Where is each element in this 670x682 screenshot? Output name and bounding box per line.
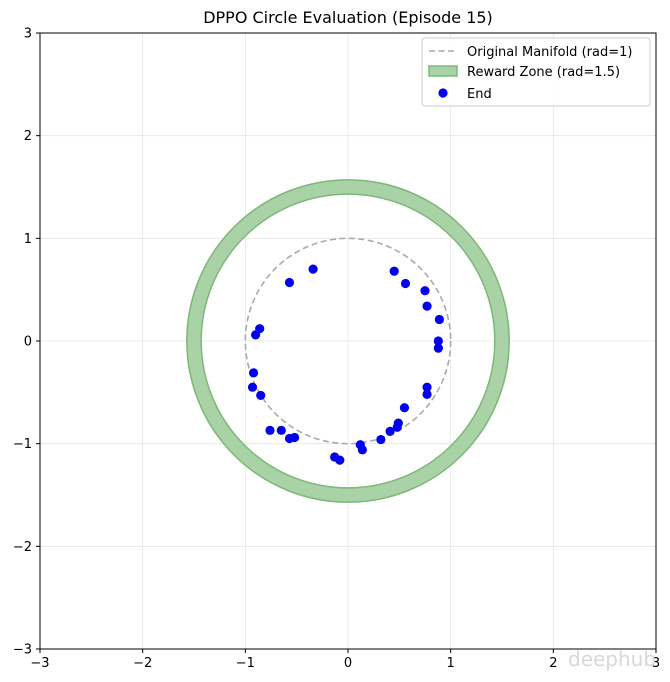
legend-label-end: End xyxy=(467,87,492,102)
scatter-point xyxy=(308,264,318,274)
x-tick-label: 0 xyxy=(344,656,352,671)
y-tick-label: −3 xyxy=(13,643,32,658)
scatter-point xyxy=(284,433,295,444)
manifold-circle-line xyxy=(244,237,452,445)
legend-end-swatch xyxy=(438,88,448,98)
reward-zone xyxy=(186,179,510,503)
scatter-point xyxy=(265,425,275,435)
scatter-point xyxy=(335,455,345,465)
scatter-point xyxy=(392,422,402,432)
scatter-point xyxy=(247,382,258,392)
scatter-point xyxy=(422,301,432,311)
legend: Original Manifold (rad=1) Reward Zone (ra… xyxy=(421,37,651,107)
legend-label-manifold: Original Manifold (rad=1) xyxy=(467,45,632,60)
y-axis: −3 −2 −1 0 1 2 3 xyxy=(13,27,40,658)
scatter-point xyxy=(248,368,259,378)
legend-label-zone: Reward Zone (rad=1.5) xyxy=(467,65,620,80)
x-tick-label: −1 xyxy=(236,656,255,671)
y-tick-label: 1 xyxy=(24,232,32,247)
scatter-point xyxy=(420,286,430,296)
x-tick-label: 2 xyxy=(549,656,557,671)
y-tick-label: 2 xyxy=(24,129,32,144)
scatter-point xyxy=(284,277,295,288)
scatter-point xyxy=(255,324,265,334)
x-axis: −3 −2 −1 0 1 2 3 xyxy=(30,649,660,671)
x-tick-label: −3 xyxy=(30,656,49,671)
x-tick-label: 1 xyxy=(447,656,455,671)
x-tick-label: −2 xyxy=(133,656,152,671)
legend-box xyxy=(421,37,651,107)
manifold-circle xyxy=(244,237,452,445)
watermark: deephub xyxy=(568,647,656,671)
x-tick-label: 3 xyxy=(652,656,660,671)
scatter-point xyxy=(357,445,367,455)
scatter-point xyxy=(399,403,410,413)
y-tick-label: 0 xyxy=(24,335,32,350)
legend-zone-swatch xyxy=(428,65,458,77)
scatter-point xyxy=(422,389,432,399)
y-tick-label: −1 xyxy=(13,437,32,452)
y-tick-label: 3 xyxy=(24,27,32,42)
reward-zone-ring xyxy=(186,179,510,503)
y-tick-label: −2 xyxy=(13,540,32,555)
scatter-point xyxy=(256,390,266,401)
scatter-point xyxy=(433,336,443,346)
scatter-point xyxy=(422,382,432,392)
grid xyxy=(39,32,657,650)
scatter-point xyxy=(433,343,443,353)
scatter-point xyxy=(385,426,395,436)
scatter-series-end xyxy=(247,264,444,465)
chart-title: DPPO Circle Evaluation (Episode 15) xyxy=(203,8,493,27)
scatter-point xyxy=(389,266,399,276)
scatter-point xyxy=(276,425,286,435)
scatter-point xyxy=(434,314,444,325)
scatter-point xyxy=(376,434,386,445)
scatter-point xyxy=(400,278,411,289)
